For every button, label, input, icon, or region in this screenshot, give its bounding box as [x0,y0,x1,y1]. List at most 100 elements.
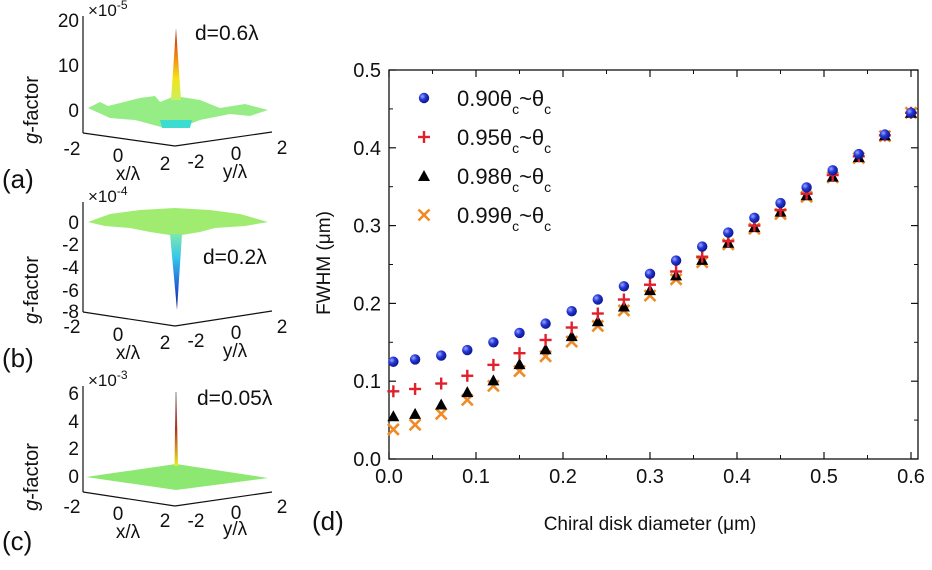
xtick-a-1: 0 [113,146,124,167]
x-tick-label: 0.3 [636,466,664,488]
data-point-plus [461,369,474,382]
data-point-plus [670,265,683,278]
ytick-c-1: 0 [231,503,242,524]
data-point-circle [801,182,812,193]
data-point-triangle [487,374,500,386]
data-point-triangle [387,410,400,422]
ztick-c-2: 2 [68,439,79,460]
data-point-circle [853,148,864,160]
ytick-a-0: -2 [188,152,205,173]
legend-marker-plus [418,131,430,143]
data-point-circle [592,294,603,305]
xaxis-line-a [82,132,176,147]
data-point-plus [591,307,604,320]
legend-item: 0.90θc~θc [418,86,551,117]
data-point-x [386,423,400,436]
xtick-c-0: -2 [64,497,81,518]
data-point-circle [618,281,630,292]
y-tick-label: 0.5 [353,60,381,82]
data-point-triangle [617,300,630,312]
series-group [386,106,918,436]
yaxis-line-b [174,310,273,327]
xtick-c-2: 2 [160,511,171,532]
zaxis-title-a: g-factor [21,76,43,144]
data-point-x [434,407,448,421]
ztick-a-0: 20 [58,11,79,32]
ztick-a-1: 10 [58,56,79,77]
ytick-c-2: 2 [277,497,288,518]
data-point-circle [905,107,917,118]
data-point-circle [644,268,656,280]
x-tick-label: 0.4 [723,466,751,488]
surface-c [86,464,268,490]
panel-label-d: (d) [312,506,344,536]
xaxis-line-c [82,491,176,507]
y-axis-title: FWHM (μm) [314,211,335,315]
panel-label-c: (c) [2,526,32,556]
ztick-b-2: -4 [62,258,79,279]
y-tick-label: 0.3 [353,216,381,238]
legend-item: 0.99θc~θc [417,203,551,234]
data-point-circle [670,255,682,266]
data-point-circle [488,337,499,348]
ytick-a-2: 2 [277,138,288,159]
panel-b: (b) g-factor ×10-4 0 -2 -4 -6 -8 -2 0 2 … [2,184,287,373]
ytick-b-2: 2 [277,317,288,338]
legend-label: 0.99θc~θc [457,203,551,234]
y-tick-label: 0.4 [353,138,381,160]
x-tick-label: 0.5 [810,466,838,488]
x-axis-title: Chiral disk diameter (μm) [544,514,757,535]
data-point-circle [749,212,760,224]
ztick-b-4: -8 [62,302,79,323]
panel-c: (c) g-factor ×10-3 6 4 2 0 -2 0 2 -2 0 2… [2,368,287,556]
data-point-circle [540,318,551,329]
data-point-plus [617,293,630,306]
data-point-plus [409,382,422,395]
surface-a [88,96,268,128]
zaxis-title-c: g-factor [21,443,43,511]
data-point-triangle [539,343,552,355]
data-point-triangle [461,386,474,398]
ztick-b-1: -2 [62,235,79,256]
surface-a-dip [160,120,192,128]
data-point-plus [435,377,448,390]
data-point-plus [696,250,709,263]
xaxis-line-b [82,311,176,327]
data-point-plus [387,385,400,398]
data-point-circle [775,197,786,209]
data-point-plus [644,278,656,291]
ztick-a-2: 0 [68,101,79,122]
panel-label-a: (a) [2,164,34,194]
xtick-b-2: 2 [160,333,171,354]
peak-b [170,234,182,310]
xtick-c-1: 0 [113,504,124,525]
legend-item: 0.95θc~θc [418,125,551,156]
data-point-circle [409,354,421,365]
panel-a: (a) g-factor ×10-5 20 10 0 -2 0 2 -2 0 2… [2,0,287,194]
peak-c [174,392,178,466]
y-axis: 0.0 0.1 0.2 0.3 0.4 0.5 [353,60,918,471]
legend-item: 0.98θc~θc [418,164,551,195]
zaxis-title-b: g-factor [21,256,43,324]
data-point-plus [565,321,578,334]
yaxis-line-c [174,491,273,507]
ytick-b-1: 0 [231,323,242,344]
legend-marker-circle [418,92,430,104]
xlabel-b: x/λ [116,343,141,364]
ztick-c-1: 4 [68,412,79,433]
data-point-plus [487,358,500,371]
xtick-b-1: 0 [113,325,124,346]
data-point-circle [462,344,473,356]
ztick-c-3: 0 [68,467,79,488]
data-point-x [408,418,422,432]
x-axis: 0.0 0.1 0.2 0.3 0.4 0.5 0.6 [375,70,925,488]
x-tick-label: 0.2 [549,466,577,488]
ytick-c-0: -2 [188,511,205,532]
ztick-b-0: 0 [68,213,79,234]
data-point-circle [723,227,734,238]
legend: 0.90θc~θc 0.95θc~θc 0.98θc~θc 0.99θc~θc [417,86,551,234]
data-point-triangle [409,407,422,419]
surface-b [88,208,268,236]
data-point-circle [514,327,525,339]
